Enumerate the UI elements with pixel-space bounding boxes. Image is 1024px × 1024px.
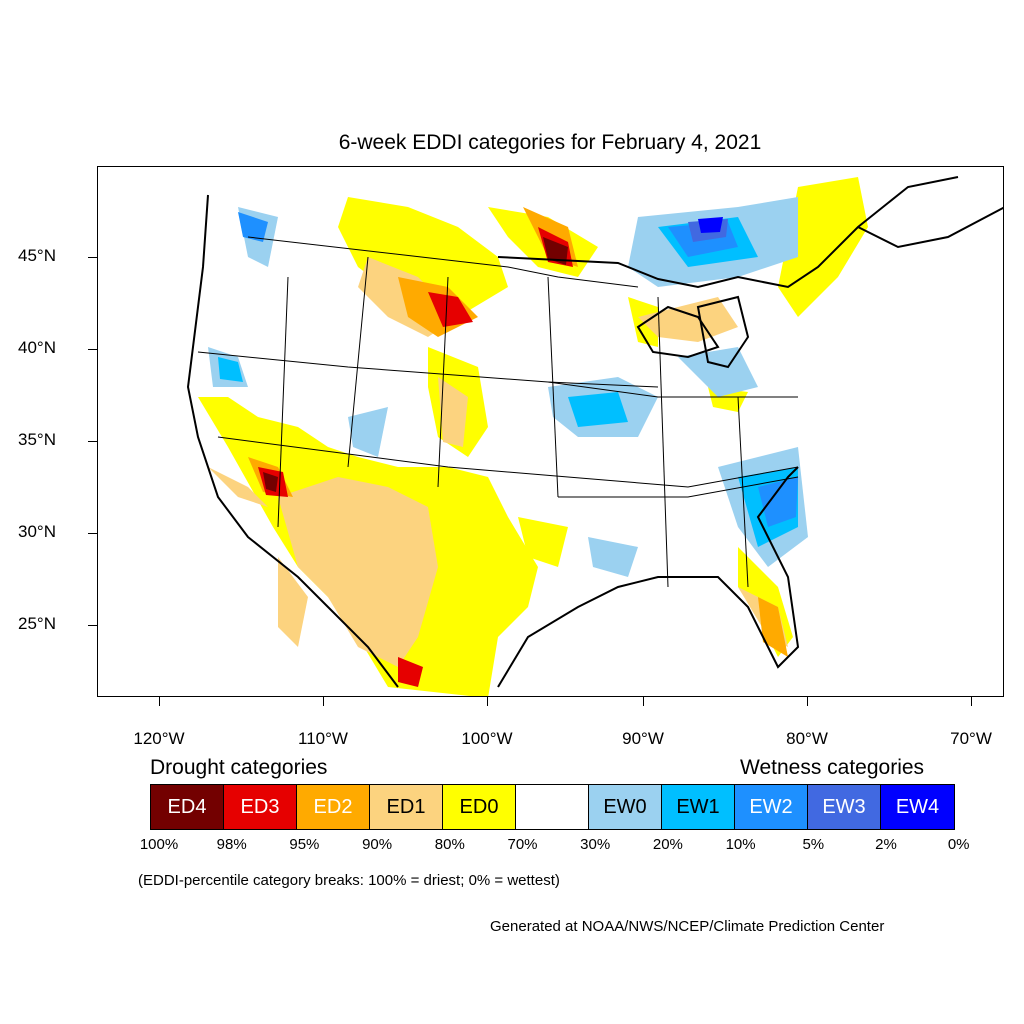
legend-cell-ew1: EW1	[662, 785, 735, 829]
lon-label: 90°W	[622, 729, 664, 748]
lat-tick	[88, 533, 97, 534]
legend-cell-neutral	[516, 785, 589, 829]
lon-tick	[487, 697, 488, 706]
lat-tick	[88, 349, 97, 350]
percentile-label: 30%	[580, 836, 611, 853]
percentile-label: 100%	[139, 836, 179, 853]
lon-tick	[971, 697, 972, 706]
state-boundaries	[197, 236, 799, 588]
ew4-areas	[698, 217, 723, 233]
lon-label: 120°W	[133, 729, 185, 748]
legend-cell-ed1: ED1	[370, 785, 443, 829]
lat-tick	[88, 625, 97, 626]
ew2-areas	[238, 212, 798, 527]
lon-label: 100°W	[461, 729, 513, 748]
drought-legend-title: Drought categories	[150, 756, 328, 779]
percentile-label: 10%	[725, 836, 756, 853]
lon-tick	[159, 697, 160, 706]
coastline	[186, 176, 1003, 688]
lon-tick	[643, 697, 644, 706]
lat-label: 30°N	[18, 522, 56, 541]
map-title: 6-week EDDI categories for February 4, 2…	[338, 131, 762, 154]
lon-label: 110°W	[298, 729, 348, 748]
lat-label: 35°N	[18, 430, 56, 449]
ed4-areas	[263, 237, 568, 492]
legend-cell-ew0: EW0	[589, 785, 662, 829]
percentile-label: 5%	[802, 836, 825, 853]
percentile-label: 98%	[216, 836, 247, 853]
lon-tick	[807, 697, 808, 706]
lat-label: 40°N	[18, 338, 56, 357]
lon-label: 70°W	[950, 729, 992, 748]
legend-cell-ed0: ED0	[443, 785, 516, 829]
percentile-label: 95%	[289, 836, 320, 853]
category-note: (EDDI-percentile category breaks: 100% =…	[138, 872, 560, 889]
lat-tick	[88, 257, 97, 258]
category-legend: ED4 ED3 ED2 ED1 ED0 EW0 EW1 EW2 EW3 EW4	[150, 784, 955, 830]
legend-cell-ew2: EW2	[735, 785, 808, 829]
percentile-label: 80%	[434, 836, 465, 853]
lat-label: 45°N	[18, 246, 56, 265]
legend-cell-ew3: EW3	[808, 785, 881, 829]
percentile-label: 20%	[652, 836, 683, 853]
percentile-label: 0%	[947, 836, 970, 853]
credit-line: Generated at NOAA/NWS/NCEP/Climate Predi…	[490, 918, 885, 935]
lon-tick	[323, 697, 324, 706]
lat-tick	[88, 441, 97, 442]
legend-cell-ed4: ED4	[151, 785, 224, 829]
lat-label: 25°N	[18, 614, 56, 633]
percentile-label: 2%	[875, 836, 897, 853]
percentile-label: 90%	[362, 836, 393, 853]
percentile-label: 70%	[507, 836, 538, 853]
eddi-map	[97, 166, 1004, 697]
legend-cell-ew4: EW4	[881, 785, 954, 829]
legend-cell-ed3: ED3	[224, 785, 297, 829]
lon-label: 80°W	[786, 729, 828, 748]
legend-cell-ed2: ED2	[297, 785, 370, 829]
wetness-legend-title: Wetness categories	[740, 756, 925, 779]
